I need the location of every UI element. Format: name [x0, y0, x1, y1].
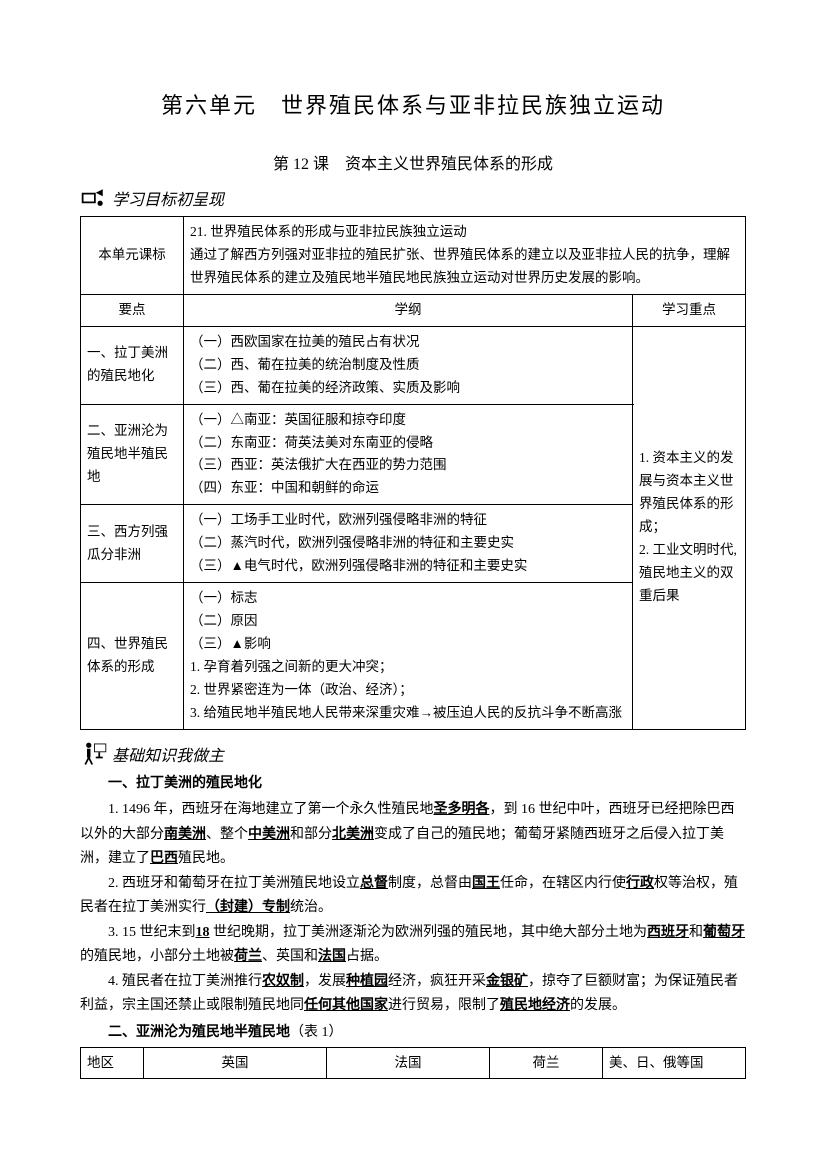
col-others: 美、日、俄等国 [603, 1048, 746, 1079]
col-netherlands: 荷兰 [490, 1048, 603, 1079]
paragraph-4: 4. 殖民者在拉丁美洲推行农奴制，发展种植园经济，疯狂开采金银矿，掠夺了巨额财富… [80, 970, 746, 1019]
col-region: 地区 [81, 1048, 144, 1079]
lesson-title: 第 12 课 资本主义世界殖民体系的形成 [80, 150, 746, 174]
paragraph-1: 1. 1496 年，西班牙在海地建立了第一个永久性殖民地圣多明各，到 16 世纪… [80, 798, 746, 872]
point-1: 一、拉丁美洲的殖民地化 [81, 326, 184, 404]
header-outline: 学纲 [184, 294, 633, 326]
point-4: 四、世界殖民体系的形成 [81, 583, 184, 730]
col-uk: 英国 [144, 1048, 327, 1079]
body-heading-2: 二、亚洲沦为殖民地半殖民地（表 1） [80, 1021, 746, 1046]
table-row: 要点 学纲 学习重点 [81, 294, 746, 326]
header-focus: 学习重点 [633, 294, 746, 326]
point-3: 三、西方列强瓜分非洲 [81, 505, 184, 583]
paragraph-3: 3. 15 世纪末到18 世纪晚期，拉丁美洲逐渐沦为欧洲列强的殖民地，其中绝大部… [80, 921, 746, 970]
outline-3: （一）工场手工业时代，欧洲列强侵略非洲的特征 （二）蒸汽时代，欧洲列强侵略非洲的… [184, 505, 633, 583]
header-point: 要点 [81, 294, 184, 326]
knowledge-icon [80, 740, 108, 768]
focus-text: 1. 资本主义的发展与资本主义世界殖民体系的形成； 2. 工业文明时代, 殖民地… [633, 326, 746, 729]
table-row: 地区 英国 法国 荷兰 美、日、俄等国 [81, 1048, 746, 1079]
unit-title: 第六单元 世界殖民体系与亚非拉民族独立运动 [80, 88, 746, 120]
section-2-label: 基础知识我做主 [112, 742, 224, 766]
col-france: 法国 [327, 1048, 490, 1079]
cell-unit-standard-label: 本单元课标 [81, 217, 184, 295]
outline-1: （一）西欧国家在拉美的殖民占有状况 （二）西、葡在拉美的统治制度及性质 （三）西… [184, 326, 633, 404]
paragraph-2: 2. 西班牙和葡萄牙在拉丁美洲殖民地设立总督制度，总督由国王任命，在辖区内行使行… [80, 872, 746, 921]
section-1-label: 学习目标初呈现 [112, 186, 224, 210]
outline-2: （一）△南亚：英国征服和掠夺印度 （二）东南亚：荷英法美对东南亚的侵略 （三）西… [184, 404, 633, 505]
outline-4: （一）标志 （二）原因 （三）▲影响 1. 孕育着列强之间新的更大冲突； 2. … [184, 583, 633, 730]
point-2: 二、亚洲沦为殖民地半殖民地 [81, 404, 184, 505]
section-1-header: 学习目标初呈现 [80, 184, 746, 212]
section-2-header: 基础知识我做主 [80, 740, 746, 768]
goals-icon [80, 184, 108, 212]
outline-table: 本单元课标 21. 世界殖民体系的形成与亚非拉民族独立运动 通过了解西方列强对亚… [80, 216, 746, 730]
body-text: 一、拉丁美洲的殖民地化 1. 1496 年，西班牙在海地建立了第一个永久性殖民地… [80, 772, 746, 1046]
cell-unit-standard-text: 21. 世界殖民体系的形成与亚非拉民族独立运动 通过了解西方列强对亚非拉的殖民扩… [184, 217, 746, 295]
region-table: 地区 英国 法国 荷兰 美、日、俄等国 [80, 1047, 746, 1079]
table-row: 本单元课标 21. 世界殖民体系的形成与亚非拉民族独立运动 通过了解西方列强对亚… [81, 217, 746, 295]
body-heading-1: 一、拉丁美洲的殖民地化 [80, 772, 746, 797]
table-row: 一、拉丁美洲的殖民地化 （一）西欧国家在拉美的殖民占有状况 （二）西、葡在拉美的… [81, 326, 746, 404]
